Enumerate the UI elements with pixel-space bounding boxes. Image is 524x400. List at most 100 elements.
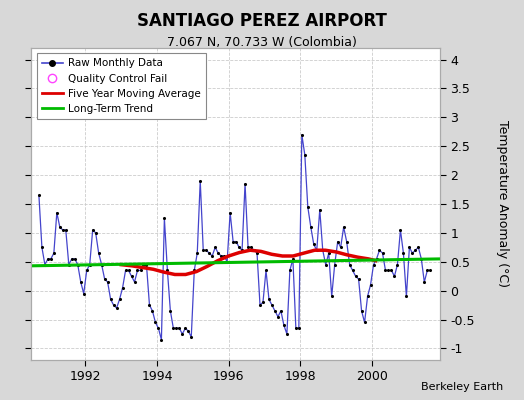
Point [52, 210, 61, 216]
Point [256, 302, 264, 308]
Point [92, 230, 100, 236]
Point [328, 293, 336, 300]
Point [41, 262, 49, 268]
Point [393, 262, 401, 268]
Point [375, 247, 384, 254]
Point [378, 250, 387, 256]
Point [307, 224, 315, 230]
Point [172, 325, 181, 332]
Point [244, 244, 252, 250]
Point [106, 296, 115, 302]
Point [238, 247, 246, 254]
Point [124, 267, 133, 274]
Point [229, 238, 237, 245]
Point [247, 244, 255, 250]
Point [101, 276, 109, 282]
Point [373, 256, 381, 262]
Point [277, 308, 285, 314]
Point [405, 244, 413, 250]
Point [340, 224, 348, 230]
Point [73, 262, 82, 268]
Legend: Raw Monthly Data, Quality Control Fail, Five Year Moving Average, Long-Term Tren: Raw Monthly Data, Quality Control Fail, … [37, 53, 206, 119]
Point [62, 227, 70, 233]
Point [369, 262, 378, 268]
Point [217, 253, 225, 259]
Point [193, 250, 201, 256]
Point [411, 247, 420, 254]
Point [208, 253, 216, 259]
Point [43, 256, 52, 262]
Point [199, 247, 208, 254]
Point [47, 256, 55, 262]
Point [390, 273, 399, 280]
Point [282, 331, 291, 337]
Point [387, 267, 396, 274]
Point [103, 279, 112, 285]
Point [357, 308, 366, 314]
Point [292, 325, 300, 332]
Point [271, 308, 279, 314]
Point [253, 250, 261, 256]
Point [211, 244, 220, 250]
Point [181, 325, 190, 332]
Point [262, 267, 270, 274]
Point [148, 308, 157, 314]
Point [354, 276, 363, 282]
Point [333, 238, 342, 245]
Point [235, 244, 243, 250]
Point [163, 267, 171, 274]
Point [122, 267, 130, 274]
Point [133, 267, 141, 274]
Point [289, 256, 297, 262]
Point [77, 279, 85, 285]
Point [232, 238, 241, 245]
Point [35, 192, 43, 198]
Point [136, 267, 145, 274]
Y-axis label: Temperature Anomaly (°C): Temperature Anomaly (°C) [496, 120, 509, 288]
Point [399, 250, 408, 256]
Point [331, 262, 339, 268]
Point [414, 244, 422, 250]
Point [343, 238, 351, 245]
Point [223, 258, 231, 265]
Point [268, 302, 276, 308]
Point [241, 180, 249, 187]
Point [426, 267, 434, 274]
Point [196, 178, 204, 184]
Point [154, 325, 162, 332]
Point [402, 293, 411, 300]
Point [303, 204, 312, 210]
Point [112, 305, 121, 311]
Point [315, 206, 324, 213]
Point [89, 227, 97, 233]
Point [166, 308, 174, 314]
Point [336, 244, 345, 250]
Point [115, 296, 124, 302]
Point [94, 250, 103, 256]
Point [145, 302, 154, 308]
Point [59, 227, 67, 233]
Point [280, 322, 288, 328]
Point [298, 132, 306, 138]
Point [85, 262, 94, 268]
Point [214, 250, 222, 256]
Text: 7.067 N, 70.733 W (Colombia): 7.067 N, 70.733 W (Colombia) [167, 36, 357, 49]
Point [265, 296, 273, 302]
Point [250, 247, 258, 254]
Point [160, 215, 169, 222]
Point [187, 334, 195, 340]
Point [324, 250, 333, 256]
Point [50, 250, 58, 256]
Point [71, 256, 79, 262]
Point [110, 302, 118, 308]
Point [322, 262, 330, 268]
Point [157, 336, 166, 343]
Point [312, 247, 321, 254]
Point [139, 262, 148, 268]
Point [384, 267, 392, 274]
Point [64, 262, 73, 268]
Point [118, 284, 127, 291]
Point [319, 247, 327, 254]
Point [202, 247, 211, 254]
Point [417, 256, 425, 262]
